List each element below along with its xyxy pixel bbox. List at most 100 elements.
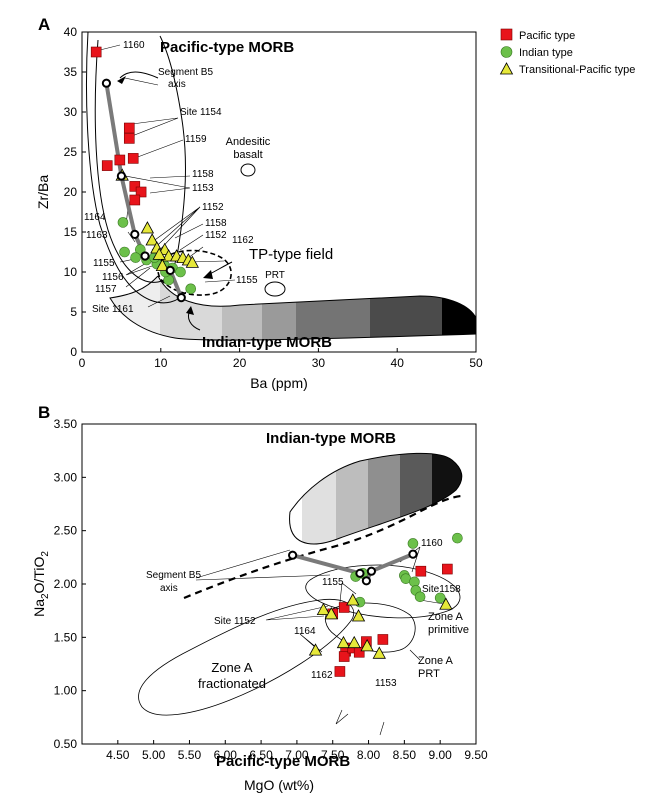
panel-a-points <box>90 46 199 303</box>
panel-b-x-tick-label: 7.00 <box>285 748 309 762</box>
prt-field <box>264 281 286 297</box>
panel-b-transitional-point <box>372 646 386 659</box>
panel-b-segment-b5-vertex <box>288 550 298 560</box>
panel-a-y-tick-label: 0 <box>70 345 77 359</box>
panel-b-pacific-point <box>338 602 350 613</box>
panel-b-transitional-point <box>360 639 374 652</box>
panel-b-xlabel: MgO (wt%) <box>244 777 314 793</box>
panel-b-x-tick-label: 7.50 <box>321 748 345 762</box>
site-1159-label: 1159 <box>185 134 207 145</box>
panel-a-transitional-point <box>152 247 166 260</box>
panel-a-y-tick-label: 20 <box>64 185 78 199</box>
panel-a-segment-b5-vertex <box>130 229 140 239</box>
panel-a-pacific-point <box>129 181 141 192</box>
panel-b-y-tick-label: 1.50 <box>54 630 78 644</box>
panel-a-xlabel: Ba (ppm) <box>250 375 308 391</box>
panel-b-transitional-point <box>439 597 453 610</box>
panel-b-x-tick-label: 8.00 <box>357 748 381 762</box>
panel-a-pacific-point <box>90 46 102 58</box>
panel-a-segment-b5-vertex <box>116 171 127 181</box>
indian-morb-label-b: Indian-type MORB <box>266 430 396 447</box>
legend-transitional-label: Transitional-Pacific type <box>519 64 635 76</box>
panel-b-y-tick-label: 0.50 <box>54 737 78 751</box>
segment-b5-axis-label-b: axis <box>160 583 178 594</box>
panel-b-ylabel: Na2O/TiO2 <box>31 551 51 617</box>
panel-b-x-tick-label: 6.00 <box>214 748 238 762</box>
panel-a-x-tick-label: 10 <box>154 356 168 370</box>
panel-b-x-tick-label: 6.50 <box>249 748 273 762</box>
panel-b-y-tick-label: 3.00 <box>54 470 78 484</box>
panel-a-y-tick-label: 35 <box>64 65 78 79</box>
zone-a-fractionated-label-1: Zone A <box>211 660 253 675</box>
zone-a-primitive-label-2: primitive <box>428 624 469 636</box>
site-1162-label-b: 1162 <box>311 670 333 681</box>
panel-a-y-tick-label: 10 <box>64 265 78 279</box>
site-1158-label-b: Site1158 <box>422 584 461 595</box>
panel-b-transitional-point <box>351 609 366 622</box>
panel-a-pacific-point <box>129 194 141 206</box>
panel-b-indian-point <box>407 538 419 549</box>
prt-label: PRT <box>265 270 285 281</box>
panel-b-x-tick-label: 9.00 <box>429 748 453 762</box>
panel-b-indian-point <box>434 592 446 604</box>
site-1152-label-b: Site 1152 <box>214 616 256 627</box>
panel-b-transitional-point <box>336 635 351 649</box>
panel-a-x-tick-label: 20 <box>233 356 247 370</box>
zone-a-fractionated-label-2: fractionated <box>198 676 266 691</box>
panel-a-x-tick-label: 50 <box>469 356 483 370</box>
panel-b-transitional-point <box>308 643 323 656</box>
panel-b-transitional-point <box>316 602 331 615</box>
site-1154-label: Site 1154 <box>180 107 222 118</box>
panel-b-y-tick-label: 2.00 <box>54 577 78 591</box>
panel-a-pacific-point <box>127 153 139 164</box>
panel-a-y-tick-label: 5 <box>70 305 77 319</box>
panel-a: A 0 10 20 30 40 50 0 5 10 15 20 25 30 35 40 <box>35 15 483 391</box>
segment-b5-label-a: Segment B5 <box>158 67 213 78</box>
panel-a-x-tick-label: 40 <box>391 356 405 370</box>
panel-a-segment-b5-vertex <box>176 293 186 303</box>
panel-b-transitional-point <box>324 607 338 620</box>
site-1163-label-a: 1163 <box>86 230 108 241</box>
panel-b-transitional-point <box>346 593 360 606</box>
panel-b-y-tick-label: 1.00 <box>54 684 78 698</box>
site-1152-label-a: 1152 <box>202 202 224 213</box>
legend-pacific-marker <box>500 28 513 41</box>
andesitic-label: Andesitic <box>226 136 271 148</box>
panel-b-x-tick-label: 5.50 <box>178 748 202 762</box>
zone-a-primitive-label-1: Zone A <box>428 611 464 623</box>
panel-a-y-tick-label: 25 <box>64 145 78 159</box>
legend-indian-marker <box>500 46 513 58</box>
panel-b-pacific-point <box>338 651 350 662</box>
indian-morb-label-a: Indian-type MORB <box>202 334 332 351</box>
panel-b-x-tick-label: 4.50 <box>106 748 130 762</box>
site-1158b-label-a: 1158 <box>205 218 227 229</box>
panel-b-transitional-point <box>347 635 361 649</box>
zone-a-fractionated-field <box>138 598 355 716</box>
legend-transitional-marker <box>499 62 514 75</box>
panel-b-leader-lines <box>195 546 445 736</box>
legend-pacific-label: Pacific type <box>519 30 575 42</box>
site-1164-label-b: 1164 <box>294 626 316 637</box>
site-1162-label-a: 1162 <box>232 235 254 246</box>
panel-b-x-tick-label: 9.50 <box>464 748 488 762</box>
panel-a-indian-point <box>119 246 130 258</box>
panel-b-pacific-point <box>334 666 346 677</box>
zone-a-prt-label-1: Zone A <box>418 655 454 667</box>
panel-a-x-tick-label: 0 <box>79 356 86 370</box>
panel-a-segment-b5-vertex <box>101 78 112 88</box>
panel-a-transitional-point <box>185 255 199 268</box>
segment-b5-label-b: Segment B5 <box>146 570 201 581</box>
panel-a-indian-point <box>130 252 141 263</box>
andesitic-basalt-field <box>240 163 256 177</box>
site-1155b-label-a: 1155 <box>93 258 115 269</box>
zone-a-prt-label-2: PRT <box>418 668 440 680</box>
site-1153-label-a: 1153 <box>192 183 214 194</box>
panel-a-y-tick-label: 40 <box>64 25 78 39</box>
panel-a-transitional-point <box>140 221 155 234</box>
panel-b-indian-point <box>414 591 426 603</box>
ylabel-b-na: Na <box>31 599 47 617</box>
tp-type-field-label: TP-type field <box>249 246 333 263</box>
panel-b-label: B <box>38 403 50 422</box>
site-1160-label-a: 1160 <box>123 40 145 51</box>
